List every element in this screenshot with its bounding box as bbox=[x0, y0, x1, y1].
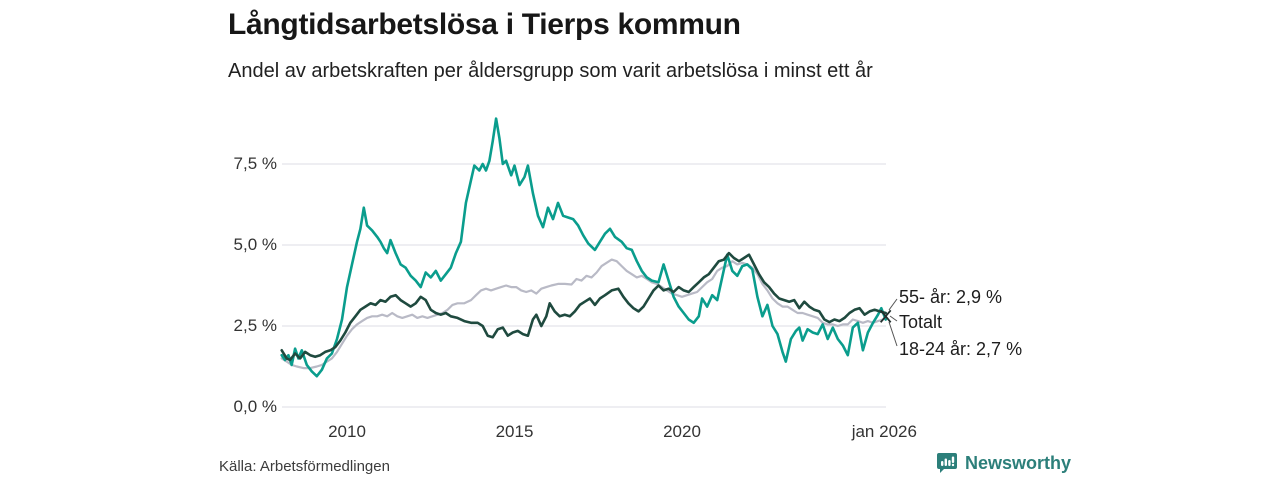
series-line-totalt bbox=[280, 258, 887, 370]
y-tick-label: 0,0 % bbox=[233, 397, 277, 416]
brand-name: Newsworthy bbox=[965, 452, 1072, 473]
source-note: Källa: Arbetsförmedlingen bbox=[219, 458, 390, 475]
newsworthy-logo-icon bbox=[937, 453, 957, 473]
x-tick-label: 2015 bbox=[495, 422, 534, 441]
x-tick-label: 2020 bbox=[663, 422, 701, 441]
x-tick-label: jan 2026 bbox=[851, 422, 917, 441]
page-title: Långtidsarbetslösa i Tierps kommun bbox=[228, 8, 741, 41]
end-marker-stroke bbox=[879, 309, 892, 323]
brand: Newsworthy bbox=[936, 452, 1071, 474]
end-label-55-plus: 55- år: 2,9 % bbox=[899, 287, 1003, 307]
end-label-total: Totalt bbox=[899, 312, 943, 332]
series-end-marker bbox=[879, 309, 892, 323]
y-tick-label: 5,0 % bbox=[233, 235, 277, 254]
series-line-55-r bbox=[280, 251, 888, 362]
y-tick-label: 7,5 % bbox=[233, 154, 277, 173]
end-label-18-24: 18-24 år: 2,7 % bbox=[899, 339, 1023, 359]
page-subtitle: Andel av arbetskraften per åldersgrupp s… bbox=[228, 60, 873, 82]
end-marker-stroke bbox=[879, 309, 892, 323]
gridlines bbox=[282, 163, 886, 408]
y-tick-label: 2,5 % bbox=[233, 316, 277, 335]
series-lines bbox=[280, 117, 888, 378]
series-line-18-24-r bbox=[280, 117, 888, 378]
annotation-connectors bbox=[888, 298, 898, 347]
x-tick-label: 2010 bbox=[328, 422, 366, 441]
